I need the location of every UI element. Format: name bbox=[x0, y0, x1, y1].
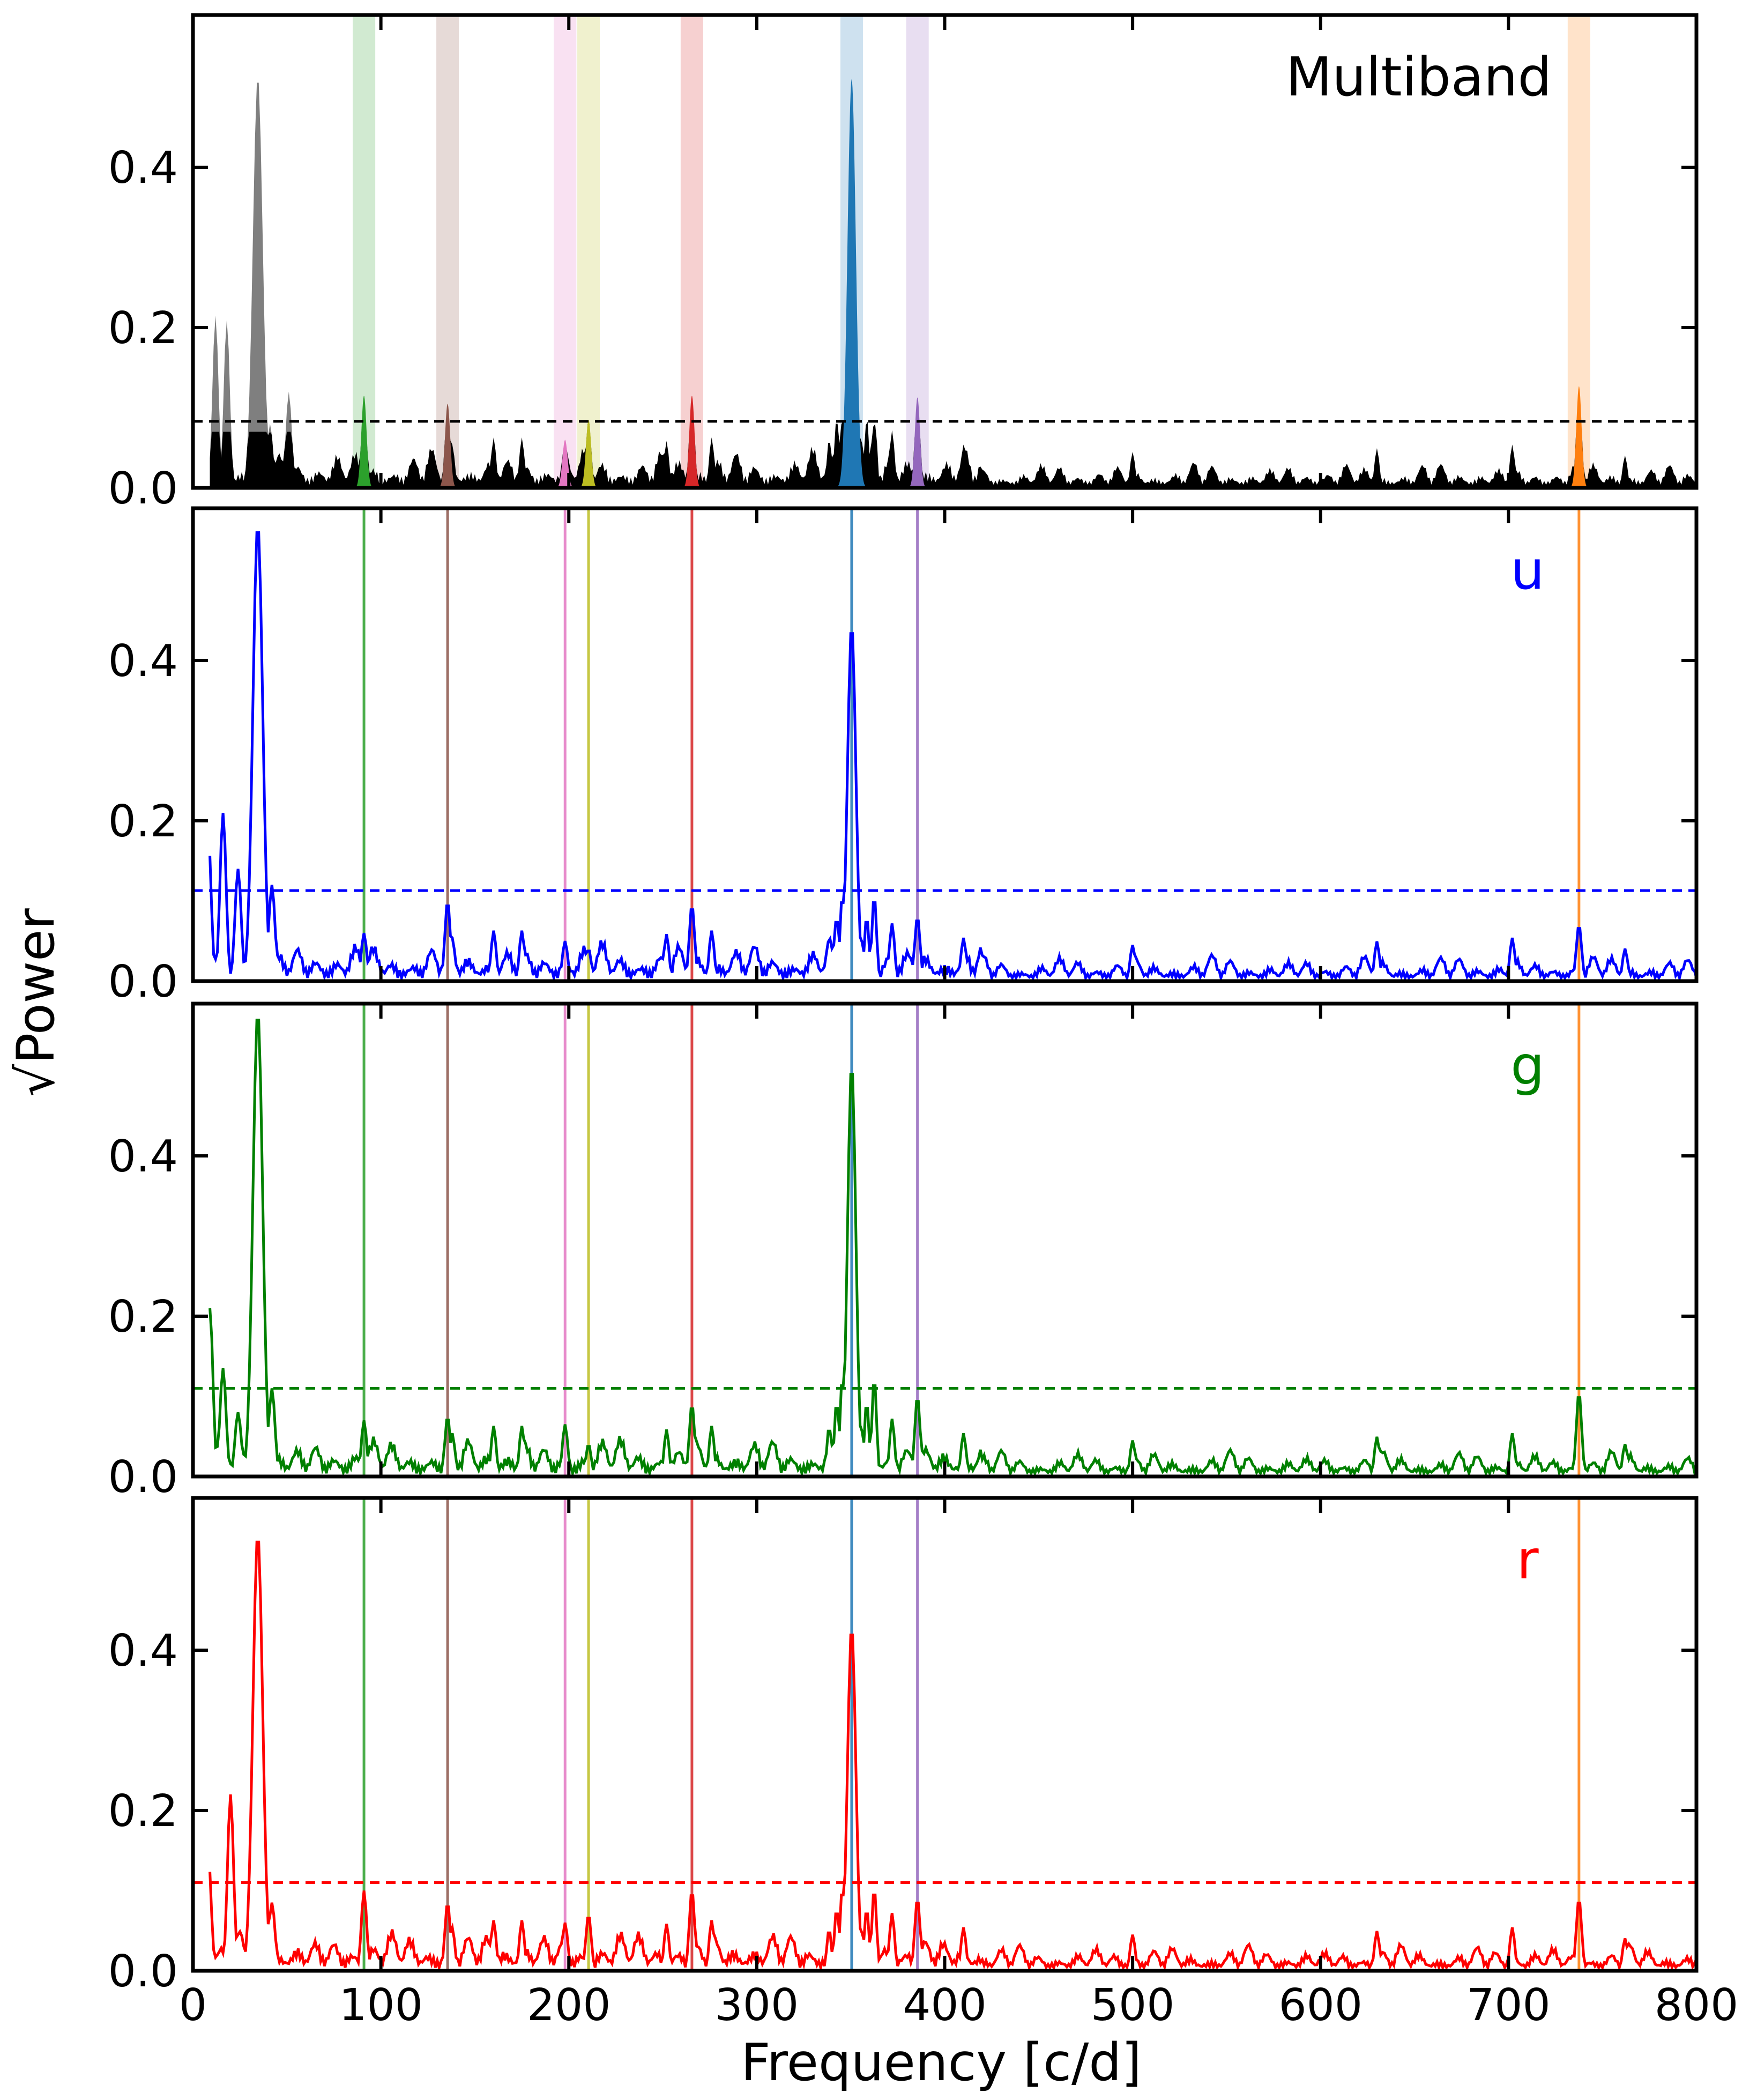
plot-area bbox=[193, 508, 1696, 981]
frequency-band-3 bbox=[577, 15, 600, 488]
multiband-peak-6 bbox=[907, 397, 928, 488]
y-tick-label: 0.2 bbox=[108, 1292, 178, 1342]
axes-frame bbox=[191, 506, 1699, 983]
x-axis-label: Frequency [c/d] bbox=[741, 2032, 1141, 2092]
multiband-peak-2 bbox=[554, 440, 576, 488]
panel-label: g bbox=[1510, 1034, 1544, 1097]
noise-area bbox=[210, 420, 1696, 488]
frequency-band-2 bbox=[554, 15, 577, 488]
x-tick-label: 700 bbox=[1466, 1980, 1551, 2031]
panel-r: 0.0 0.2 0.4 0 100 200 300 400 500 600 700 800 r bbox=[108, 1496, 1739, 2031]
plot-area bbox=[193, 1004, 1696, 1476]
x-tick-label: 200 bbox=[527, 1980, 611, 2031]
y-axis-label-prefix: √ bbox=[6, 1064, 66, 1097]
multiband-peak-5 bbox=[835, 79, 868, 488]
axes-frame bbox=[191, 1001, 1699, 1479]
multiband-peak-7 bbox=[1568, 386, 1590, 488]
panels: 0.00.20.4Multiband0.00.20.4u0.00.20.4g0.… bbox=[108, 13, 1739, 2031]
panel-u: 0.0 0.2 0.4 u bbox=[108, 506, 1699, 1007]
y-tick-label: 0.2 bbox=[108, 303, 178, 354]
y-tick-label: 0.0 bbox=[108, 463, 178, 514]
y-tick-label: 0.2 bbox=[108, 1786, 178, 1837]
plot-area bbox=[193, 15, 1696, 488]
periodogram-line-r bbox=[209, 1540, 1696, 1971]
plot-area bbox=[193, 1498, 1696, 1971]
x-tick-label: 600 bbox=[1278, 1980, 1363, 2031]
y-axis-label: √Power bbox=[6, 908, 66, 1097]
multiband-peak-1 bbox=[437, 404, 458, 488]
multiband-peak-3 bbox=[578, 420, 599, 488]
multiband-peak-0 bbox=[353, 396, 375, 488]
periodogram-line-u bbox=[209, 531, 1696, 981]
axes-frame bbox=[191, 1496, 1699, 1973]
x-tick-label: 0 bbox=[179, 1980, 207, 2031]
x-tick-label: 400 bbox=[903, 1980, 987, 2031]
low-frequency-area bbox=[210, 83, 306, 488]
x-tick-label: 300 bbox=[715, 1980, 799, 2031]
panel-multiband: 0.0 0.2 0.4 Multiband bbox=[108, 13, 1699, 514]
y-tick-label: 0.4 bbox=[108, 1131, 178, 1182]
x-tick-label: 800 bbox=[1655, 1980, 1739, 2031]
y-tick-label: 0.0 bbox=[108, 956, 178, 1007]
y-tick-label: 0.4 bbox=[108, 636, 178, 687]
y-tick-label: 0.4 bbox=[108, 143, 178, 194]
panel-label: Multiband bbox=[1286, 46, 1552, 108]
multiband-peak-4 bbox=[681, 396, 703, 488]
y-tick-label: 0.4 bbox=[108, 1626, 178, 1676]
panel-label: u bbox=[1510, 539, 1544, 602]
x-tick-label: 500 bbox=[1091, 1980, 1175, 2031]
y-tick-label: 0.0 bbox=[108, 1452, 178, 1503]
y-tick-label: 0.0 bbox=[108, 1946, 178, 1997]
y-tick-label: 0.2 bbox=[108, 796, 178, 847]
panel-g: 0.0 0.2 0.4 g bbox=[108, 1001, 1699, 1503]
panel-label: r bbox=[1516, 1528, 1539, 1591]
y-axis-label-text: Power bbox=[6, 908, 66, 1064]
x-tick-label: 100 bbox=[339, 1980, 423, 2031]
periodogram-line-g bbox=[209, 1019, 1696, 1476]
